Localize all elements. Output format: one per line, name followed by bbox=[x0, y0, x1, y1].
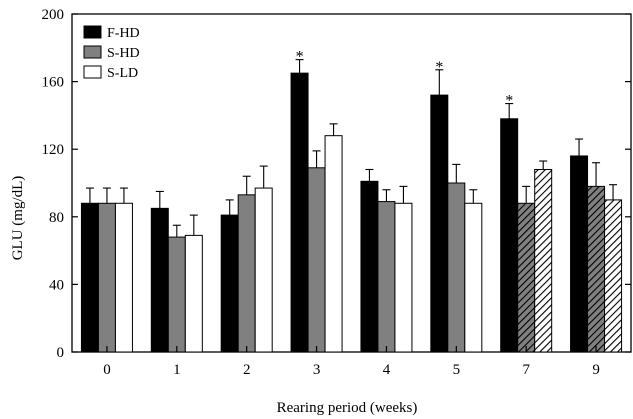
plot-area bbox=[71, 13, 632, 353]
bar-s-ld-week-3 bbox=[324, 135, 343, 353]
bar-s-hd-week-2 bbox=[237, 194, 256, 353]
y-axis-label: GLU (mg/dL) bbox=[10, 176, 26, 261]
bar-s-hd-week-7 bbox=[517, 202, 536, 353]
plot-frame bbox=[71, 13, 632, 353]
legend: F-HD S-HD S-LD bbox=[83, 25, 140, 81]
bar-f-hd-week-7 bbox=[500, 118, 519, 353]
significance-asterisk: * bbox=[435, 59, 443, 76]
legend-swatch bbox=[83, 65, 102, 79]
bar-s-ld-week-4 bbox=[394, 202, 413, 353]
x-tick-label: 1 bbox=[173, 362, 181, 378]
legend-label: S-HD bbox=[107, 46, 140, 61]
x-axis-label: Rearing period (weeks) bbox=[277, 400, 418, 416]
bar-f-hd-week-9 bbox=[570, 155, 589, 353]
legend-swatch bbox=[83, 45, 102, 59]
bar-s-ld-week-2 bbox=[254, 187, 273, 353]
bar-s-hd-week-5 bbox=[447, 182, 466, 353]
bar-s-hd-week-0 bbox=[97, 202, 116, 353]
x-tick-label: 5 bbox=[453, 362, 461, 378]
y-tick-label: 40 bbox=[49, 277, 64, 293]
bar-s-hd-week-3 bbox=[307, 167, 326, 353]
y-tick-label: 200 bbox=[42, 7, 65, 23]
x-tick-label: 9 bbox=[592, 362, 600, 378]
bar-f-hd-week-4 bbox=[360, 180, 379, 353]
bar-s-hd-week-9 bbox=[587, 185, 606, 353]
x-tick-label: 0 bbox=[103, 362, 111, 378]
bar-f-hd-week-2 bbox=[220, 214, 239, 353]
bar-s-ld-week-0 bbox=[114, 202, 133, 353]
bar-f-hd-week-1 bbox=[150, 207, 169, 353]
legend-swatch bbox=[83, 25, 102, 39]
axes: 0 40 80 120 160 200 0 1 2 3 4 5 7 9 bbox=[42, 7, 631, 378]
bar-s-hd-week-1 bbox=[167, 236, 186, 353]
bar-f-hd-week-0 bbox=[80, 202, 99, 353]
x-tick-label: 7 bbox=[522, 362, 530, 378]
x-tick-label: 4 bbox=[383, 362, 391, 378]
x-tick-label: 2 bbox=[243, 362, 251, 378]
y-tick-label: 0 bbox=[57, 345, 65, 361]
y-tick-label: 160 bbox=[42, 75, 65, 91]
significance-asterisk: * bbox=[505, 93, 513, 110]
y-tick-label: 80 bbox=[49, 210, 64, 226]
bar-s-ld-week-9 bbox=[604, 199, 623, 353]
significance-asterisk: * bbox=[296, 49, 304, 66]
bar-f-hd-week-5 bbox=[430, 94, 449, 353]
bar-f-hd-week-3 bbox=[290, 72, 309, 353]
bar-s-ld-week-7 bbox=[534, 168, 553, 353]
x-tick-label: 3 bbox=[313, 362, 321, 378]
legend-label: F-HD bbox=[107, 26, 140, 41]
bar-s-ld-week-5 bbox=[464, 202, 483, 353]
legend-label: S-LD bbox=[107, 66, 138, 81]
bar-s-hd-week-4 bbox=[377, 201, 396, 353]
y-tick-label: 120 bbox=[42, 142, 65, 158]
bar-s-ld-week-1 bbox=[184, 234, 203, 353]
bars: * * * bbox=[80, 49, 623, 353]
